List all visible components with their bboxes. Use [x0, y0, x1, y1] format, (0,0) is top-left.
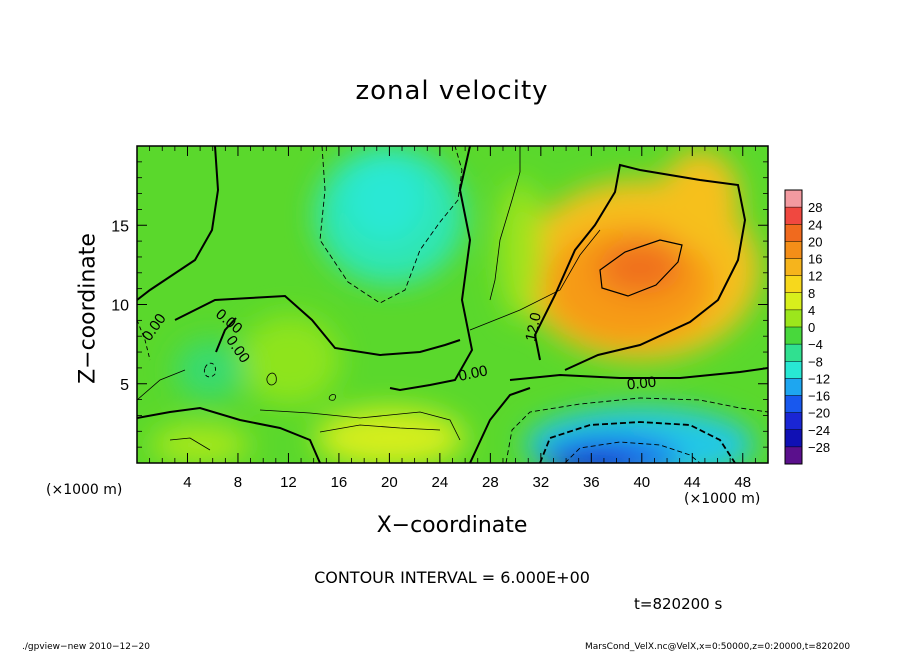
x-axis-label: X−coordinate	[376, 513, 528, 538]
heatmap-field	[137, 146, 768, 463]
colorbar-swatch	[785, 361, 802, 379]
x-unit-label-left: (×1000 m)	[46, 482, 123, 498]
y-axis-label: Z−coordinate	[75, 233, 101, 384]
colorbar-swatch	[785, 412, 802, 431]
colorbar-label: 16	[808, 252, 822, 267]
colorbar-label: 24	[808, 217, 822, 232]
x-tick-label: 28	[482, 474, 499, 491]
x-tick-label: 48	[734, 474, 751, 491]
colorbar-label: −24	[808, 423, 830, 438]
colorbar-swatch	[785, 395, 802, 414]
colorbar-swatch	[785, 327, 802, 345]
y-tick-label: 5	[120, 377, 129, 394]
contour-label: 12.0	[522, 311, 545, 343]
colorbar-label: 28	[808, 200, 822, 215]
x-tick-label: 16	[331, 474, 348, 491]
x-tick-label: 44	[684, 474, 701, 491]
y-tick-label: 15	[111, 218, 129, 235]
x-tick-label: 36	[583, 474, 600, 491]
contour-lines	[137, 146, 768, 463]
colorbar-label: 4	[808, 303, 815, 318]
y-axis-ticks: 5 10 15	[111, 161, 768, 448]
colorbar-swatch	[785, 275, 802, 294]
colorbar-swatch	[785, 258, 802, 277]
colorbar-label: −28	[808, 440, 830, 455]
x-tick-label: 4	[183, 474, 191, 491]
x-unit-label-right: (×1000 m)	[684, 491, 761, 507]
colorbar-swatch	[785, 292, 802, 311]
colorbar-label: −16	[808, 389, 830, 404]
x-tick-label: 40	[633, 474, 650, 491]
contour-label: 0.00	[626, 374, 657, 394]
colorbar-label: −8	[808, 354, 823, 369]
colorbar-swatch	[785, 224, 802, 242]
contour-label: 0.00	[457, 362, 489, 385]
colorbar-swatch	[785, 207, 802, 225]
colorbar-swatch	[785, 309, 802, 328]
colorbar-swatch	[785, 344, 802, 362]
x-tick-label: 8	[234, 474, 242, 491]
colorbar-label: 8	[808, 286, 815, 301]
x-tick-label: 24	[432, 474, 449, 491]
colorbar-swatch	[785, 446, 802, 465]
colorbar: 28 24 20 16 12 8 4 0 −4 −8 −12 −16 −20 −24 −28	[784, 189, 830, 465]
x-tick-label: 20	[381, 474, 398, 491]
colorbar-label: 12	[808, 269, 822, 284]
colorbar-swatch	[785, 378, 802, 396]
chart-title: zonal velocity	[355, 76, 549, 106]
colorbar-swatch	[785, 429, 802, 448]
contour-interval-note: CONTOUR INTERVAL = 6.000E+00	[314, 568, 590, 587]
x-axis-ticks: 4 8 12 16 20 24 28 32 36 40 44 48	[149, 146, 756, 491]
colorbar-label: 0	[808, 320, 815, 335]
colorbar-label: −4	[808, 337, 823, 352]
colorbar-label: 20	[808, 234, 822, 249]
x-tick-label: 32	[532, 474, 549, 491]
colorbar-label: −12	[808, 371, 830, 386]
colorbar-swatch	[785, 241, 802, 259]
time-stamp: t=820200 s	[634, 595, 723, 613]
footer-left: ./gpview−new 2010−12−20	[22, 642, 150, 652]
y-tick-label: 10	[111, 298, 129, 315]
footer-right: MarsCond_VelX.nc@VelX,x=0:50000,z=0:2000…	[585, 642, 851, 652]
colorbar-swatch	[785, 190, 802, 208]
x-tick-label: 12	[280, 474, 297, 491]
colorbar-label: −20	[808, 406, 830, 421]
